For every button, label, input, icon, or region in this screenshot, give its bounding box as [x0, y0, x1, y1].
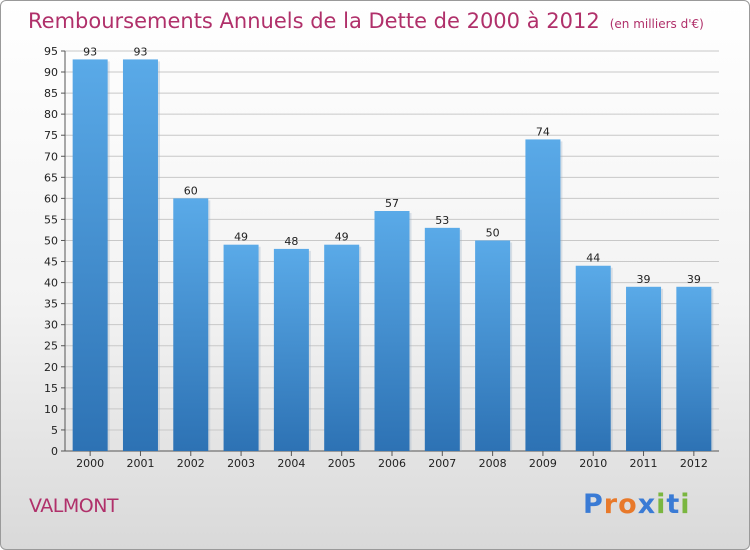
x-tick-label: 2009	[529, 457, 557, 470]
x-tick-label: 2008	[479, 457, 507, 470]
x-tick-label: 2005	[328, 457, 356, 470]
y-tick-label: 65	[44, 171, 58, 184]
y-tick-label: 50	[44, 234, 58, 247]
bar-value-label: 48	[284, 235, 298, 248]
y-tick-label: 30	[44, 319, 58, 332]
bar	[122, 59, 158, 451]
bar-value-label: 49	[335, 231, 349, 244]
x-tick-label: 2004	[277, 457, 305, 470]
bar-value-label: 49	[234, 231, 248, 244]
y-tick-label: 90	[44, 66, 58, 79]
y-tick-label: 85	[44, 87, 58, 100]
bar-value-label: 50	[486, 226, 500, 239]
bar	[676, 286, 712, 451]
y-tick-label: 35	[44, 298, 58, 311]
y-tick-label: 45	[44, 256, 58, 269]
logo-letter: r	[603, 489, 619, 520]
bar-value-label: 74	[536, 125, 550, 138]
chart-unit-text: (en milliers d'€)	[609, 17, 704, 31]
y-tick-label: 70	[44, 150, 58, 163]
y-tick-label: 95	[44, 45, 58, 58]
x-tick-label: 2006	[378, 457, 406, 470]
bar-value-label: 60	[184, 184, 198, 197]
bar	[475, 240, 511, 451]
y-tick-label: 60	[44, 192, 58, 205]
x-tick-label: 2011	[630, 457, 658, 470]
bar	[424, 227, 460, 451]
logo-letter: x	[637, 489, 657, 520]
logo-letter: o	[618, 489, 638, 520]
bar	[324, 244, 360, 451]
y-tick-label: 0	[51, 445, 58, 458]
bar	[173, 198, 209, 451]
logo-letter: P	[583, 489, 604, 520]
bar-value-label: 93	[133, 45, 147, 58]
bar	[575, 265, 611, 451]
bar	[72, 59, 108, 451]
bar	[525, 139, 561, 451]
x-tick-label: 2010	[579, 457, 607, 470]
bar	[374, 211, 410, 451]
bar-value-label: 39	[687, 273, 701, 286]
y-tick-label: 10	[44, 403, 58, 416]
bar	[626, 286, 662, 451]
bar-value-label: 93	[83, 45, 97, 58]
x-tick-label: 2007	[428, 457, 456, 470]
proxiti-logo: Proxiti	[583, 489, 691, 520]
logo-letter: i	[680, 489, 691, 520]
y-tick-label: 15	[44, 382, 58, 395]
bar	[273, 248, 309, 451]
y-tick-label: 5	[51, 424, 58, 437]
chart-title: Remboursements Annuels de la Dette de 20…	[28, 9, 704, 33]
y-tick-label: 20	[44, 361, 58, 374]
x-tick-label: 2002	[177, 457, 205, 470]
y-tick-label: 40	[44, 277, 58, 290]
bar-value-label: 57	[385, 197, 399, 210]
x-tick-label: 2001	[126, 457, 154, 470]
y-tick-label: 25	[44, 340, 58, 353]
y-tick-label: 80	[44, 108, 58, 121]
logo-letter: t	[666, 489, 681, 520]
commune-name: VALMONT	[29, 495, 119, 517]
y-tick-label: 55	[44, 213, 58, 226]
bar	[223, 244, 259, 451]
bar-value-label: 39	[637, 273, 651, 286]
bar-value-label: 44	[586, 252, 600, 265]
x-tick-label: 2003	[227, 457, 255, 470]
bar-value-label: 53	[435, 214, 449, 227]
bars	[72, 59, 714, 451]
logo-letter: i	[656, 489, 667, 520]
y-tick-label: 75	[44, 129, 58, 142]
x-tick-label: 2012	[680, 457, 708, 470]
chart-title-text: Remboursements Annuels de la Dette de 20…	[28, 9, 600, 33]
labels: 0 5 10 15 20 25 30 35 40 45 50 55 60 65 70 75 80 85 90 95 93…	[44, 45, 708, 470]
x-tick-label: 2000	[76, 457, 104, 470]
